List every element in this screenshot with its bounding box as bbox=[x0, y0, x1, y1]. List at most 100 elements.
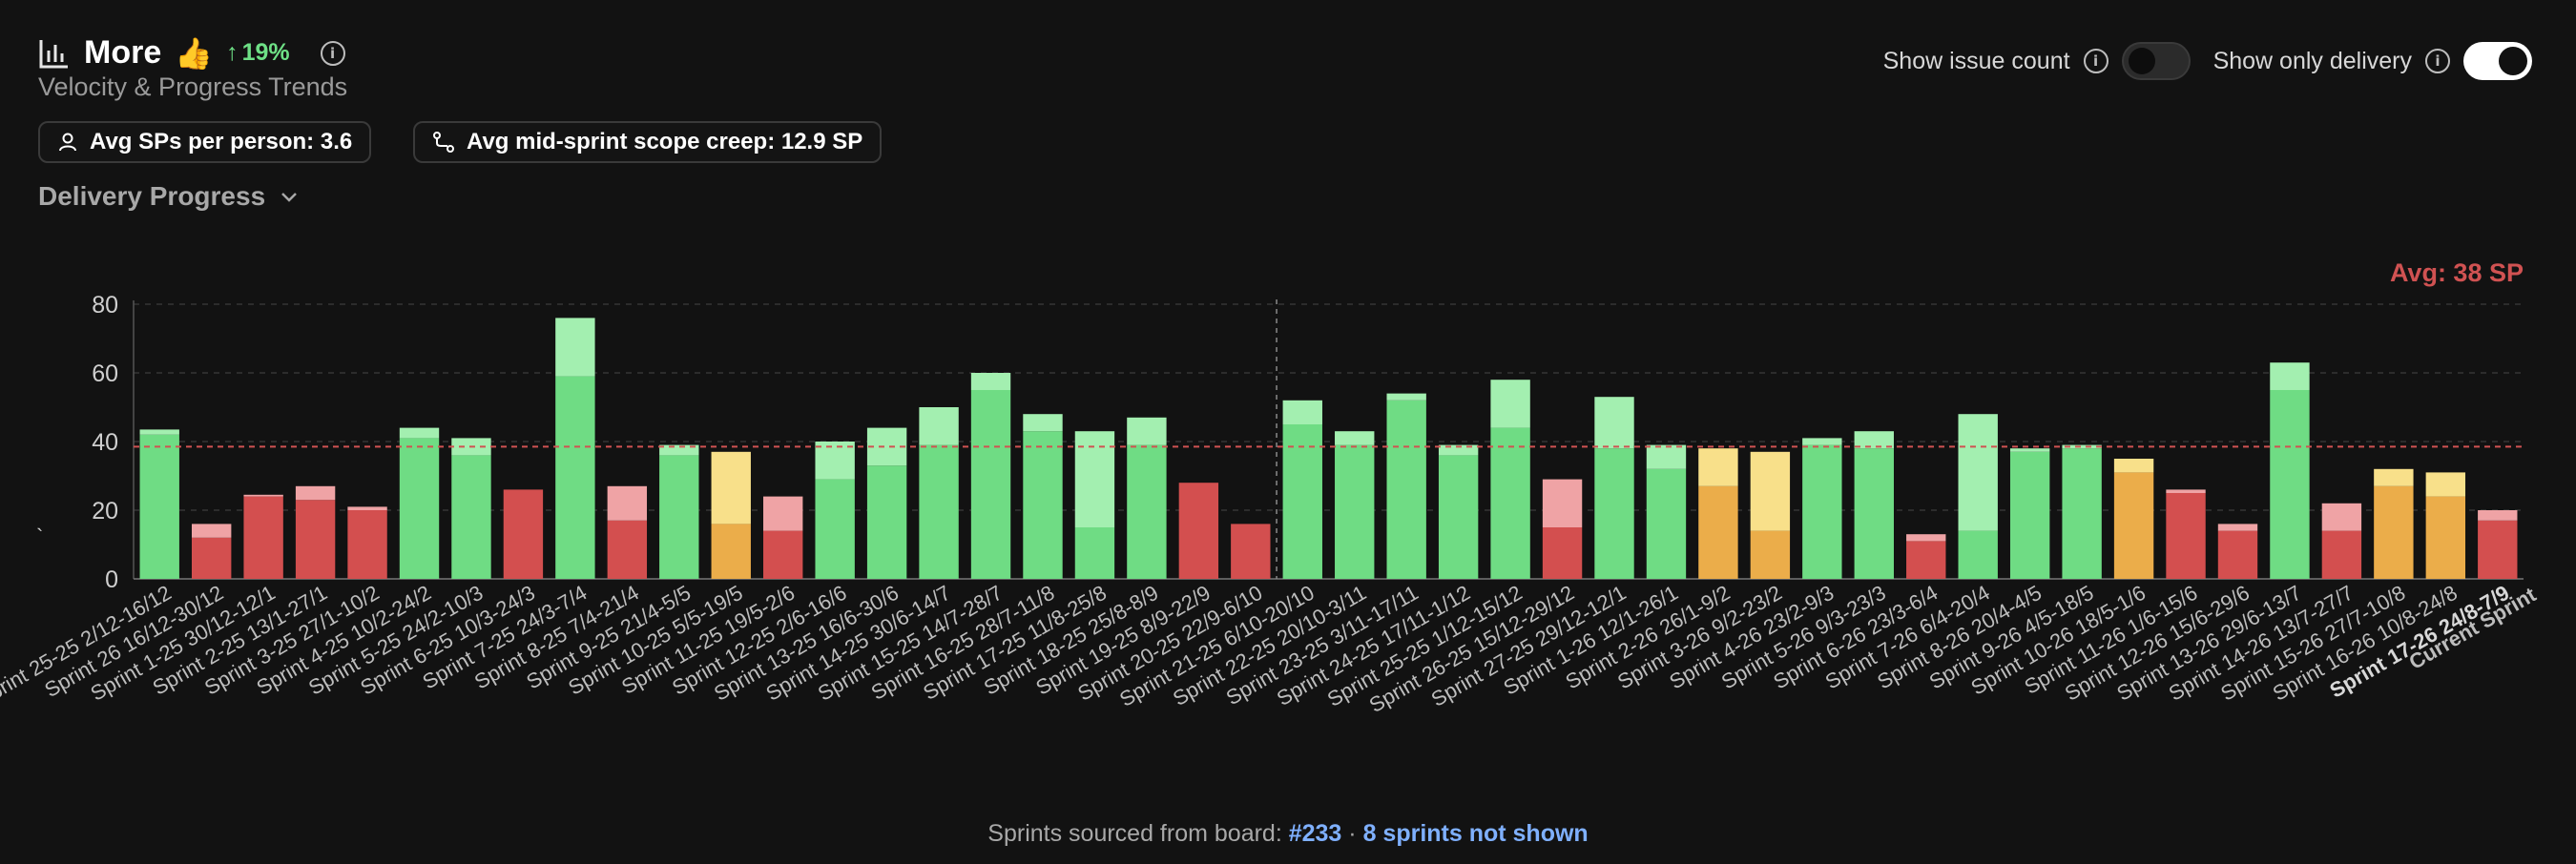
y-tick-label: 40 bbox=[92, 429, 118, 456]
bar-remaining bbox=[1335, 431, 1375, 445]
bar-delivered bbox=[866, 465, 907, 579]
bar-remaining bbox=[295, 485, 336, 501]
bar-delivered bbox=[1282, 424, 1322, 579]
y-axis-label: ` bbox=[36, 525, 43, 548]
bar-delivered bbox=[919, 444, 959, 579]
trend-value: 19% bbox=[241, 39, 290, 66]
toggle-knob bbox=[2499, 47, 2527, 75]
thumbs-up-icon: 👍 bbox=[175, 35, 214, 71]
bar-remaining bbox=[191, 524, 232, 538]
board-link[interactable]: #233 bbox=[1288, 820, 1342, 847]
bar-delivered bbox=[1178, 483, 1219, 579]
bar-remaining bbox=[1750, 451, 1791, 531]
bar-remaining bbox=[659, 444, 699, 456]
bar-remaining bbox=[1542, 479, 1583, 527]
bar-remaining bbox=[2166, 489, 2206, 493]
bar-remaining bbox=[815, 442, 855, 480]
bar-delivered bbox=[2009, 451, 2050, 579]
bar-remaining bbox=[399, 427, 440, 439]
bar-remaining bbox=[970, 373, 1011, 390]
bar-delivered bbox=[1074, 527, 1115, 579]
bar-delivered bbox=[1958, 530, 1998, 579]
bar-delivered bbox=[1698, 485, 1738, 579]
footer-separator: · bbox=[1341, 820, 1363, 847]
bar-delivered bbox=[503, 489, 544, 579]
bar-remaining bbox=[2009, 448, 2050, 452]
bar-delivered bbox=[139, 434, 179, 579]
bar-remaining bbox=[1282, 400, 1322, 424]
bar-remaining bbox=[2217, 524, 2258, 531]
info-icon[interactable]: i bbox=[2425, 49, 2450, 73]
bar-remaining bbox=[2113, 459, 2154, 473]
bar-remaining bbox=[2425, 472, 2466, 497]
bar-remaining bbox=[1386, 393, 1426, 401]
footer-text: Sprints sourced from board: bbox=[987, 820, 1289, 847]
bar-remaining bbox=[1854, 431, 1894, 449]
bar-delivered bbox=[763, 530, 803, 579]
delivery-toggle[interactable] bbox=[2463, 42, 2532, 80]
bar-remaining bbox=[607, 485, 648, 521]
bar-delivered bbox=[1802, 444, 1842, 579]
hidden-sprints-link[interactable]: 8 sprints not shown bbox=[1362, 820, 1589, 847]
info-icon[interactable]: i bbox=[2083, 49, 2109, 73]
page-subtitle: Velocity & Progress Trends bbox=[38, 72, 348, 101]
delivery-progress-dropdown[interactable]: Delivery Progress bbox=[38, 181, 300, 212]
bar-remaining bbox=[711, 451, 751, 525]
bar-remaining bbox=[1906, 534, 1946, 542]
bar-delivered bbox=[2270, 390, 2310, 579]
toggle-bar: Show issue count i Show only delivery i bbox=[1883, 42, 2532, 80]
y-axis-ticks: 0 20 40 60 80 ` bbox=[36, 292, 118, 593]
bar-remaining bbox=[1023, 414, 1063, 432]
route-icon bbox=[433, 132, 454, 153]
bar-delivered bbox=[1127, 444, 1167, 579]
bar-delivered bbox=[2113, 472, 2154, 579]
bar-remaining bbox=[1802, 438, 1842, 445]
header: More 👍 ↑ 19% i bbox=[38, 34, 345, 72]
bar-delivered bbox=[607, 520, 648, 579]
bar-delivered bbox=[1750, 530, 1791, 579]
bar-remaining bbox=[139, 429, 179, 435]
bar-delivered bbox=[1335, 444, 1375, 579]
bar-delivered bbox=[1854, 448, 1894, 579]
chart-bars bbox=[139, 318, 2518, 579]
bar-remaining bbox=[919, 407, 959, 445]
bar-delivered bbox=[243, 496, 283, 579]
bar-remaining bbox=[2270, 362, 2310, 390]
bar-delivered bbox=[2217, 530, 2258, 579]
y-tick-label: 20 bbox=[92, 498, 118, 525]
bar-remaining bbox=[1127, 417, 1167, 445]
issue-count-toggle-group: Show issue count i bbox=[1883, 42, 2191, 80]
bar-chart-icon bbox=[39, 39, 68, 68]
bar-remaining bbox=[1646, 444, 1687, 469]
bar-delivered bbox=[347, 510, 387, 579]
bar-delivered bbox=[451, 455, 491, 579]
bar-delivered bbox=[2478, 520, 2518, 579]
average-label: Avg: 38 SP bbox=[2390, 258, 2524, 287]
delivery-label: Show only delivery bbox=[2212, 47, 2412, 74]
info-icon[interactable]: i bbox=[320, 40, 345, 66]
bar-delivered bbox=[1906, 541, 1946, 579]
y-tick-label: 80 bbox=[92, 292, 118, 319]
bar-remaining bbox=[2478, 510, 2518, 521]
issue-count-toggle[interactable] bbox=[2121, 42, 2191, 80]
bar-remaining bbox=[1490, 380, 1530, 428]
chart-overlay: Avg: 38 SP bbox=[134, 258, 2524, 579]
bar-remaining bbox=[763, 496, 803, 531]
bar-delivered bbox=[2062, 448, 2102, 579]
bar-remaining bbox=[1594, 397, 1634, 449]
bar-delivered bbox=[1023, 431, 1063, 579]
bar-delivered bbox=[555, 376, 595, 579]
y-tick-label: 60 bbox=[92, 360, 118, 387]
bar-remaining bbox=[1958, 414, 1998, 531]
scope-creep-pill: Avg mid-sprint scope creep: 12.9 SP bbox=[413, 121, 883, 163]
chevron-down-icon bbox=[281, 193, 298, 202]
page-title: More bbox=[84, 34, 162, 71]
arrow-up-icon: ↑ bbox=[226, 39, 239, 66]
bar-delivered bbox=[711, 524, 751, 579]
avg-sp-per-person-pill: Avg SPs per person: 3.6 bbox=[38, 121, 372, 163]
bar-remaining bbox=[2374, 468, 2414, 486]
avg-scope-creep: Avg mid-sprint scope creep: 12.9 SP bbox=[467, 129, 863, 154]
bar-delivered bbox=[2425, 496, 2466, 579]
bar-remaining bbox=[1074, 431, 1115, 527]
